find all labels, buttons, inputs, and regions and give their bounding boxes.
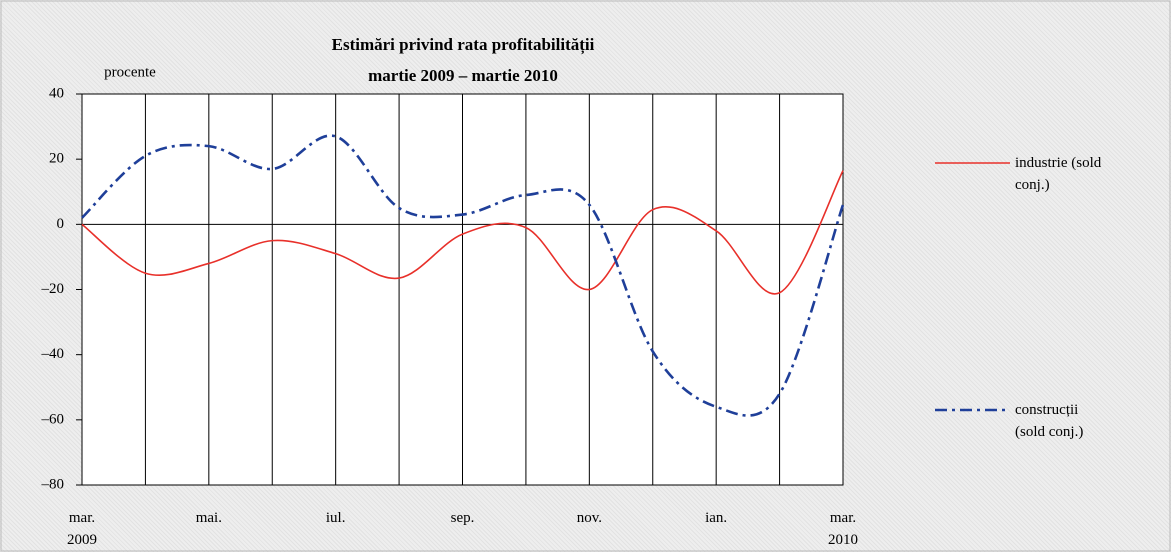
x-tick-label: iul. — [325, 510, 346, 526]
x-tick-label: mar. 2010 — [828, 510, 858, 548]
x-tick-label: ian. — [705, 510, 728, 526]
legend-label: industrie (sold conj.) — [1015, 155, 1102, 193]
y-tick-label: –40 — [41, 346, 65, 362]
x-tick-label: sep. — [450, 510, 475, 526]
x-tick-label: nov. — [576, 510, 602, 526]
legend-label: construcții (sold conj.) — [1015, 402, 1084, 440]
y-tick-label: –20 — [41, 281, 65, 297]
y-tick-label: –80 — [41, 476, 65, 492]
series-line — [81, 134, 845, 417]
chart-title: Estimări privind rata profitabilității — [332, 35, 595, 55]
plot-border — [81, 93, 844, 486]
y-tick-label: –60 — [41, 411, 65, 427]
y-tick-label: 0 — [57, 216, 65, 232]
y-tick-label: 40 — [49, 85, 64, 101]
chart-subtitle: martie 2009 – martie 2010 — [368, 66, 558, 85]
x-tick-label: mai. — [195, 510, 222, 526]
x-tick-label: mar. 2009 — [67, 510, 97, 548]
series-line — [81, 170, 844, 295]
y-axis-label: procente — [104, 64, 156, 80]
y-tick-label: 20 — [49, 151, 64, 167]
